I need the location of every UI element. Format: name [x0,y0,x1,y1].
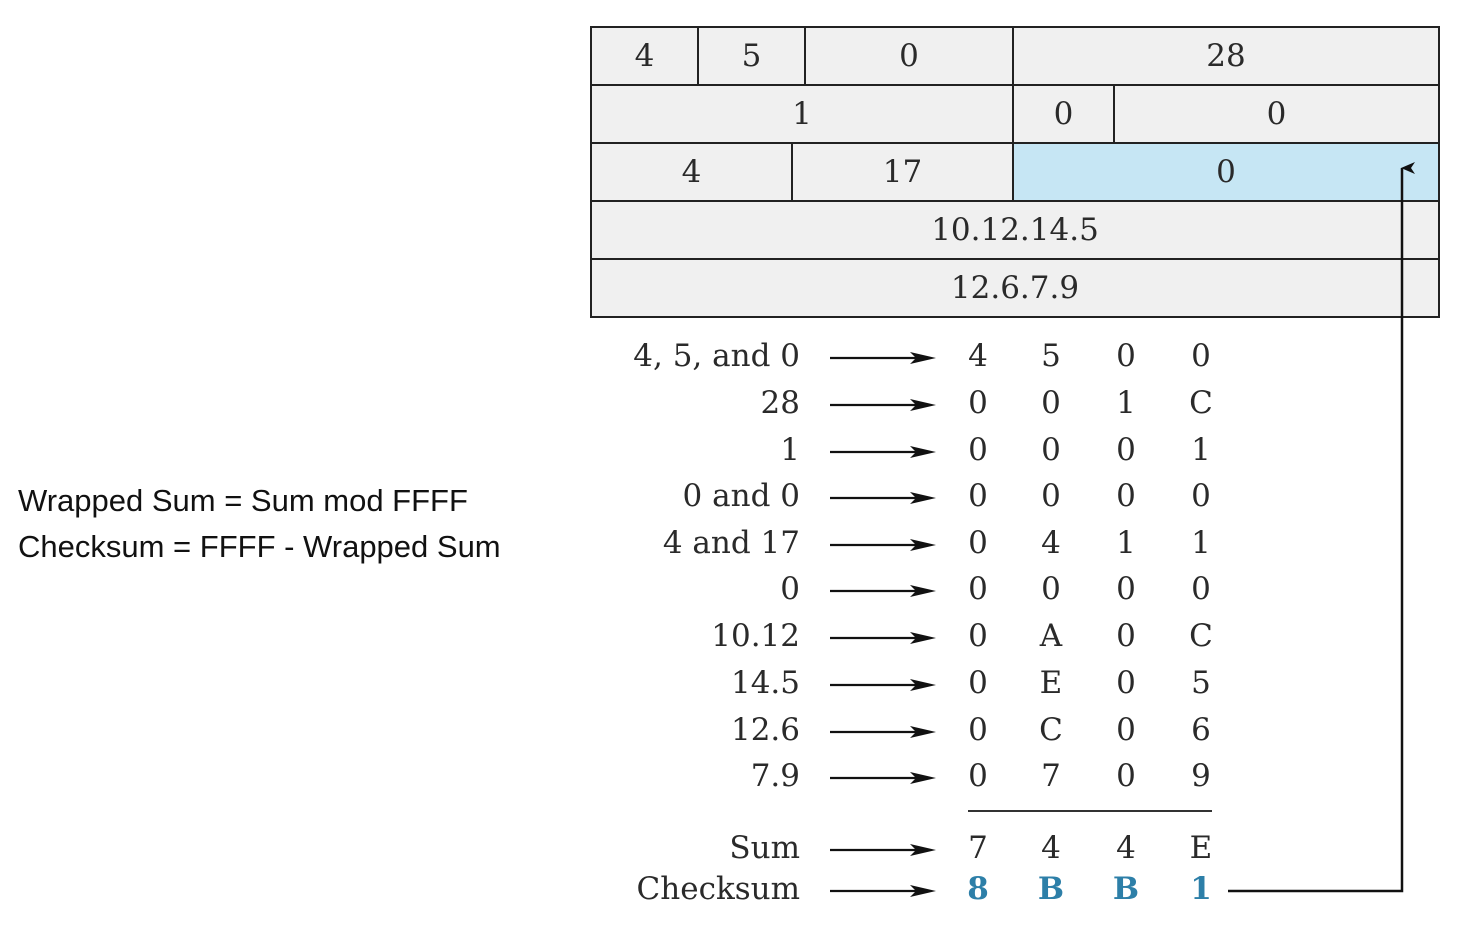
ttl-cell: 4 [592,144,793,200]
calc-row-7-digit-2: 0 [1116,665,1136,701]
calc-row-9-digit-1: 7 [1041,758,1061,794]
sum-row-digit-3: E [1189,830,1213,866]
right-arrow-icon [830,630,936,644]
calc-row-3-digit-1: 0 [1041,478,1061,514]
calc-row-8-digit-3: 6 [1191,712,1211,748]
sum-divider-line [968,810,1212,812]
right-arrow-icon [830,677,936,691]
flags-cell: 0 [1014,86,1115,142]
calc-row-5-digit-2: 0 [1116,571,1136,607]
calc-row-2-digit-3: 1 [1191,432,1211,468]
header-row-4: 10.12.14.5 [592,202,1438,260]
wrapped-sum-formula: Wrapped Sum = Sum mod FFFF [18,483,468,518]
calc-row-6-digit-3: C [1189,618,1213,654]
checksum-row-digit-0: 8 [967,871,989,907]
header-row-1: 4 5 0 28 [592,28,1438,86]
ip-header-table: 4 5 0 28 1 0 0 4 17 0 10.12.14.5 12.6.7.… [590,26,1440,318]
calc-row-7-label: 14.5 [730,665,800,701]
calc-row-3-label: 0 and 0 [682,478,800,514]
calc-row-2-digit-1: 0 [1041,432,1061,468]
sum-row-label: Sum [729,830,800,866]
header-row-5: 12.6.7.9 [592,260,1438,316]
checksum-row-label: Checksum [636,871,800,907]
calc-row-4-digit-0: 0 [968,525,988,561]
calc-row-2-digit-0: 0 [968,432,988,468]
total-length-cell: 28 [1206,38,1246,74]
right-arrow-icon [830,537,936,551]
service-type-cell: 0 [806,28,1014,84]
right-arrow-icon [830,397,936,411]
calc-row-2-digit-2: 0 [1116,432,1136,468]
calc-row-0-digit-2: 0 [1116,338,1136,374]
protocol-cell: 17 [793,144,1014,200]
header-row-2: 1 0 0 [592,86,1438,144]
checksum-row-digit-3: 1 [1190,871,1212,907]
calc-row-0-digit-0: 4 [968,338,988,374]
checksum-return-arrow [1228,162,1415,893]
calc-row-4-label: 4 and 17 [662,525,800,561]
calc-row-0-digit-1: 5 [1041,338,1061,374]
calc-row-7-digit-0: 0 [968,665,988,701]
header-row-3: 4 17 0 [592,144,1438,202]
calc-row-6-digit-1: A [1039,618,1063,654]
calc-row-1-label: 28 [760,385,800,421]
calc-row-3-digit-0: 0 [968,478,988,514]
calc-row-5-label: 0 [780,571,800,607]
sum-row-digit-1: 4 [1041,830,1061,866]
calc-row-9-digit-3: 9 [1191,758,1211,794]
calc-row-3-digit-3: 0 [1191,478,1211,514]
checksum-row-digit-1: B [1037,871,1065,907]
calc-row-0-label: 4, 5, and 0 [633,338,800,374]
fragment-offset-cell: 0 [1266,96,1287,132]
checksum-formula: Checksum = FFFF - Wrapped Sum [18,529,501,564]
formula-notes: Wrapped Sum = Sum mod FFFF Checksum = FF… [18,478,501,570]
hlen-cell: 5 [699,28,806,84]
calc-row-1-digit-3: C [1189,385,1213,421]
right-arrow-icon [830,350,936,364]
calc-row-9-label: 7.9 [750,758,800,794]
calc-row-2-label: 1 [780,432,800,468]
calc-row-8-digit-2: 0 [1116,712,1136,748]
right-arrow-icon [830,583,936,597]
calc-row-4-digit-2: 1 [1116,525,1136,561]
calc-row-9-digit-2: 0 [1116,758,1136,794]
calc-row-8-digit-0: 0 [968,712,988,748]
calc-row-1-digit-0: 0 [968,385,988,421]
right-arrow-icon [830,444,936,458]
calc-row-6-digit-0: 0 [968,618,988,654]
calc-row-6-digit-2: 0 [1116,618,1136,654]
identification-cell: 1 [592,86,1014,142]
calc-row-7-digit-1: E [1039,665,1063,701]
right-arrow-icon [830,842,936,856]
calc-row-6-label: 10.12 [711,618,800,654]
right-arrow-icon [830,490,936,504]
calc-row-1-digit-2: 1 [1116,385,1136,421]
calc-row-4-digit-1: 4 [1041,525,1061,561]
calc-row-5-digit-0: 0 [968,571,988,607]
calc-row-8-label: 12.6 [730,712,800,748]
sum-row-digit-0: 7 [968,830,988,866]
calc-row-4-digit-3: 1 [1191,525,1211,561]
sum-row-digit-2: 4 [1116,830,1136,866]
calc-row-3-digit-2: 0 [1116,478,1136,514]
right-arrow-icon [830,883,936,897]
right-arrow-icon [830,724,936,738]
calc-row-8-digit-1: C [1039,712,1063,748]
calc-row-0-digit-3: 0 [1191,338,1211,374]
calc-row-5-digit-3: 0 [1191,571,1211,607]
destination-address-cell: 12.6.7.9 [950,270,1080,306]
calc-row-1-digit-1: 0 [1041,385,1061,421]
source-address-cell: 10.12.14.5 [931,212,1099,248]
calc-row-7-digit-3: 5 [1191,665,1211,701]
calc-row-9-digit-0: 0 [968,758,988,794]
checksum-row-digit-2: B [1112,871,1140,907]
right-arrow-icon [830,770,936,784]
calc-row-5-digit-1: 0 [1041,571,1061,607]
version-cell: 4 [592,28,699,84]
checksum-field-cell: 0 [1014,144,1438,200]
